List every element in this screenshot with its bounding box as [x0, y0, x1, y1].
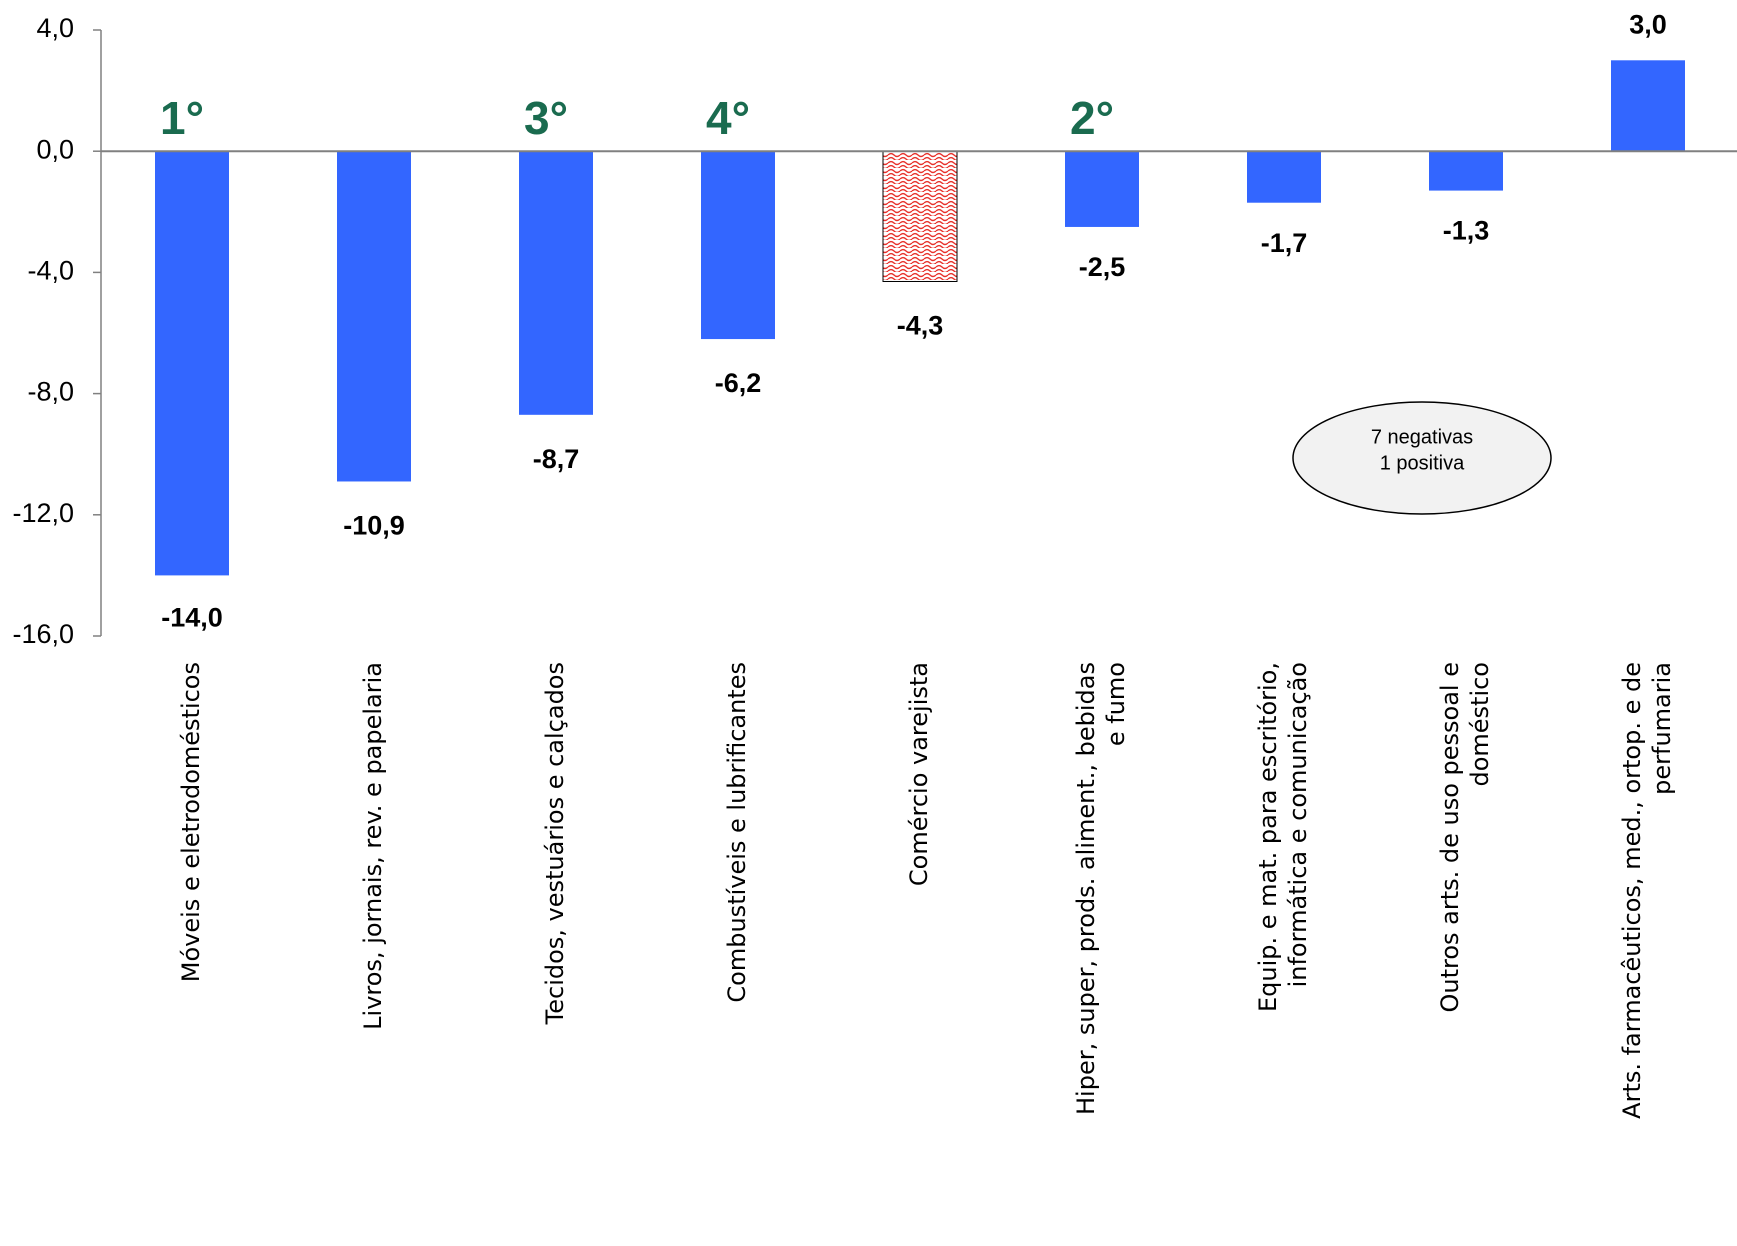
bar: [1065, 151, 1139, 227]
y-tick-label: 0,0: [36, 134, 74, 164]
y-tick-label: 4,0: [36, 13, 74, 43]
note-line-2: 1 positiva: [1380, 452, 1465, 474]
category-label: Tecidos, vestuários e calçados: [541, 662, 569, 1025]
bars: [101, 60, 1737, 576]
bar: [1429, 151, 1503, 191]
data-label: -6,2: [715, 368, 762, 398]
y-tick-label: -12,0: [12, 498, 74, 528]
category-label: doméstico: [1466, 662, 1494, 787]
bar: [701, 151, 775, 340]
category-label: e fumo: [1102, 662, 1130, 746]
rank-label: 2°: [1070, 92, 1114, 144]
category-label: Arts. farmacêuticos, med., ortop. e de: [1618, 662, 1646, 1119]
bar: [1247, 151, 1321, 203]
y-axis: 4,0 0,0 -4,0 -8,0 -12,0 -16,0: [12, 13, 102, 649]
data-label: -14,0: [161, 603, 223, 633]
note-ellipse: 7 negativas 1 positiva: [1292, 401, 1552, 515]
data-label: -1,7: [1261, 228, 1308, 258]
data-label: 3,0: [1629, 9, 1667, 39]
data-label: -8,7: [533, 444, 580, 474]
y-tick-label: -8,0: [27, 377, 74, 407]
bar: [337, 151, 411, 482]
category-label: Outros arts. de uso pessoal e: [1436, 662, 1464, 1013]
y-tick-label: -4,0: [27, 256, 74, 286]
data-label: -4,3: [897, 311, 944, 341]
category-label: Combustíveis e lubrificantes: [723, 662, 751, 1003]
rank-label: 4°: [706, 92, 750, 144]
category-labels: Móveis e eletrodomésticos Livros, jornais…: [177, 662, 1676, 1119]
data-labels: -14,0 1° -10,9 -8,7 3° -6,2 4° -4,3 -2,5 2° -1,7 -1…: [160, 9, 1667, 632]
y-tick-label: -16,0: [12, 619, 74, 649]
data-label: -2,5: [1079, 252, 1126, 282]
bar-highlight: [882, 150, 958, 282]
data-label: -10,9: [343, 511, 405, 541]
category-label: Hiper, super, prods. aliment., bebidas: [1072, 662, 1100, 1115]
category-label: Equip. e mat. para escritório,: [1254, 662, 1282, 1012]
data-label: -1,3: [1443, 216, 1490, 246]
category-label: perfumaria: [1648, 662, 1676, 795]
bar: [155, 151, 229, 576]
rank-label: 1°: [160, 92, 204, 144]
bar: [519, 151, 593, 415]
category-label: Móveis e eletrodomésticos: [177, 662, 205, 982]
category-label: informática e comunicação: [1284, 662, 1312, 987]
category-label: Livros, jornais, rev. e papelaria: [359, 662, 387, 1030]
bar: [1611, 60, 1685, 152]
note-line-1: 7 negativas: [1371, 426, 1473, 448]
rank-label: 3°: [524, 92, 568, 144]
note-ellipse-shape: [1292, 401, 1552, 515]
category-label: Comércio varejista: [905, 662, 933, 886]
